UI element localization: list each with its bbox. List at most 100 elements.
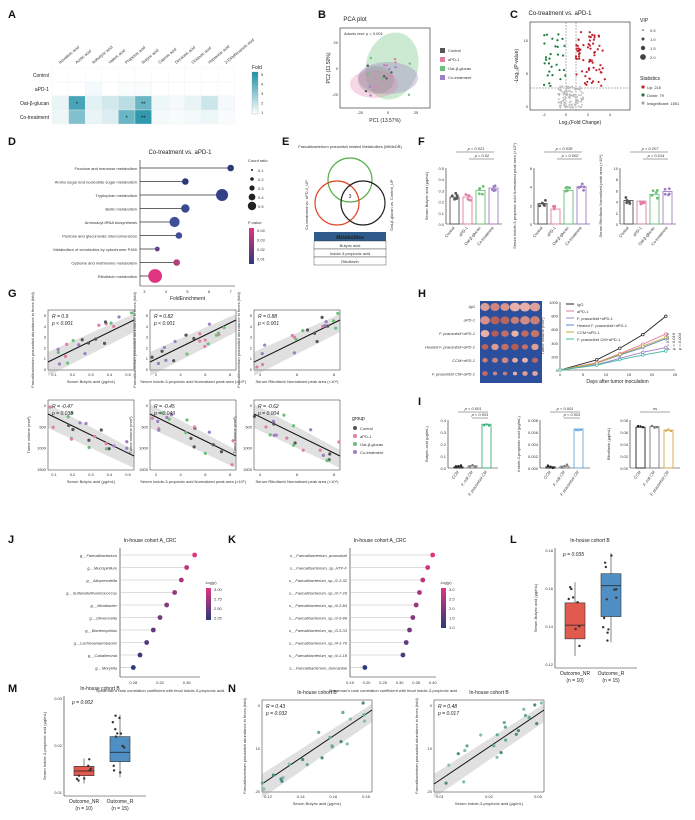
volcano-point-ns bbox=[569, 90, 572, 93]
volcano-point-up bbox=[575, 57, 578, 60]
volcano-point-up bbox=[591, 42, 595, 45]
stat-p: p < 0.001 bbox=[153, 321, 175, 327]
bar-point bbox=[654, 191, 658, 194]
ellipse-apd1 bbox=[350, 70, 398, 98]
y-tick: 0 bbox=[250, 403, 253, 408]
scatter-point bbox=[104, 447, 109, 451]
scatter-point bbox=[252, 414, 257, 418]
volcano-point-ns bbox=[571, 91, 573, 94]
x-tick: -2 bbox=[542, 112, 546, 117]
scatter-point bbox=[522, 707, 526, 711]
x-axis-label: Serum Indole-3-propionic acid Normalized… bbox=[140, 479, 246, 484]
legend-tick: 2.5 bbox=[449, 597, 455, 602]
pathway-label: Riboflavin metabolism bbox=[98, 274, 138, 279]
tumor-image bbox=[490, 302, 500, 312]
plot-frame bbox=[253, 399, 341, 471]
legend-label: aPD-1 bbox=[448, 57, 460, 62]
panel-label-C: C bbox=[510, 9, 518, 21]
scatter-point bbox=[203, 338, 207, 342]
volcano-point-ns bbox=[559, 86, 562, 89]
row-label: Oat-β-glucan bbox=[20, 101, 49, 107]
scatter-point bbox=[362, 719, 367, 723]
bar-point bbox=[664, 429, 668, 432]
volcano-point-ns bbox=[562, 96, 565, 99]
x-tick: 0.02 bbox=[485, 794, 494, 799]
y-tick: 0.3 bbox=[438, 188, 444, 193]
legend-label: aPD-1 bbox=[360, 434, 372, 439]
volcano-point-up bbox=[576, 44, 579, 47]
lollipop-head bbox=[150, 627, 156, 633]
tumor-row-label: aPD-1 bbox=[464, 318, 475, 323]
volcano-point-up bbox=[593, 50, 597, 54]
pca-point bbox=[369, 56, 373, 60]
stat-p: p < 0.001 bbox=[257, 321, 279, 327]
box-point bbox=[615, 596, 618, 599]
volcano-point-up bbox=[600, 84, 603, 87]
heatmap-cell bbox=[168, 109, 185, 125]
scatter-point bbox=[523, 713, 528, 718]
volcano-point-ns bbox=[572, 95, 575, 98]
pathway-label: Cysteine and methionine metabolism bbox=[71, 261, 137, 266]
y-tick: 4 bbox=[44, 324, 47, 329]
x-tick: 4 bbox=[259, 372, 262, 377]
bar-point bbox=[485, 423, 488, 426]
x-tick: 0.32 bbox=[156, 680, 165, 685]
scatter-point bbox=[260, 781, 264, 785]
x-tick: 0.16 bbox=[329, 794, 338, 799]
tumor-row-label: CCM+aPD-1 bbox=[452, 358, 475, 363]
volcano-point-ns bbox=[576, 102, 579, 105]
y-tick: 0.006 bbox=[528, 430, 539, 435]
volcano-point-ns bbox=[568, 86, 571, 89]
bar bbox=[475, 189, 486, 225]
box-point bbox=[116, 732, 119, 735]
panel-J: J In-house cohort A_CRC g__Faecalibacteriu… bbox=[8, 534, 224, 693]
tumor-image bbox=[509, 302, 521, 312]
taxon-label: g__Sutterella/Ruminococcus bbox=[66, 591, 117, 596]
legend-label: Co-treatment bbox=[360, 450, 384, 455]
p-tick: 0.01 bbox=[257, 257, 266, 262]
volcano-point-down bbox=[543, 62, 546, 65]
x-tick: Control bbox=[618, 225, 630, 238]
confidence-band bbox=[150, 404, 236, 468]
lollipop-head bbox=[178, 577, 184, 583]
y-tick: 1 bbox=[146, 356, 149, 361]
bar-point bbox=[551, 466, 555, 470]
scatter-point bbox=[87, 445, 91, 450]
x-tick: 0 bbox=[565, 112, 568, 117]
lollipop-head bbox=[169, 216, 180, 228]
scatter-point bbox=[165, 415, 169, 420]
legend-swatch bbox=[440, 66, 445, 71]
scatter-point bbox=[282, 413, 286, 417]
tumor-image bbox=[501, 343, 509, 351]
bar-point bbox=[455, 197, 459, 200]
box-point bbox=[604, 565, 608, 569]
scatter-point bbox=[463, 748, 467, 753]
box-point bbox=[578, 625, 581, 628]
volcano-point-up bbox=[585, 83, 588, 86]
plot-frame bbox=[149, 309, 237, 371]
volcano-point-ns bbox=[572, 106, 575, 109]
x-tick: 0.3 bbox=[88, 372, 94, 377]
heatmap-cell bbox=[184, 95, 202, 111]
heatmap-cell bbox=[201, 81, 219, 97]
p-value: p = 0.004 bbox=[677, 332, 682, 351]
volcano-point-up bbox=[578, 48, 581, 51]
row-label: Control bbox=[33, 73, 49, 79]
growth-point bbox=[641, 332, 645, 337]
scatter-point bbox=[503, 725, 507, 729]
box-point bbox=[571, 596, 575, 599]
scatter-point bbox=[293, 441, 297, 445]
y-axis-label: PC2 (11.50%) bbox=[326, 52, 332, 83]
p-colorbar bbox=[249, 228, 254, 264]
p-value: p < 0.001 bbox=[471, 412, 489, 417]
volcano-point-ns bbox=[575, 99, 578, 101]
heatmap-cell bbox=[101, 67, 119, 83]
scatter-point bbox=[112, 324, 116, 328]
scatter-point bbox=[301, 757, 305, 762]
scatter-point bbox=[99, 428, 103, 432]
bar-point bbox=[565, 463, 569, 466]
x-tick: 5 bbox=[186, 289, 189, 294]
x-tick: 0 bbox=[559, 372, 562, 377]
